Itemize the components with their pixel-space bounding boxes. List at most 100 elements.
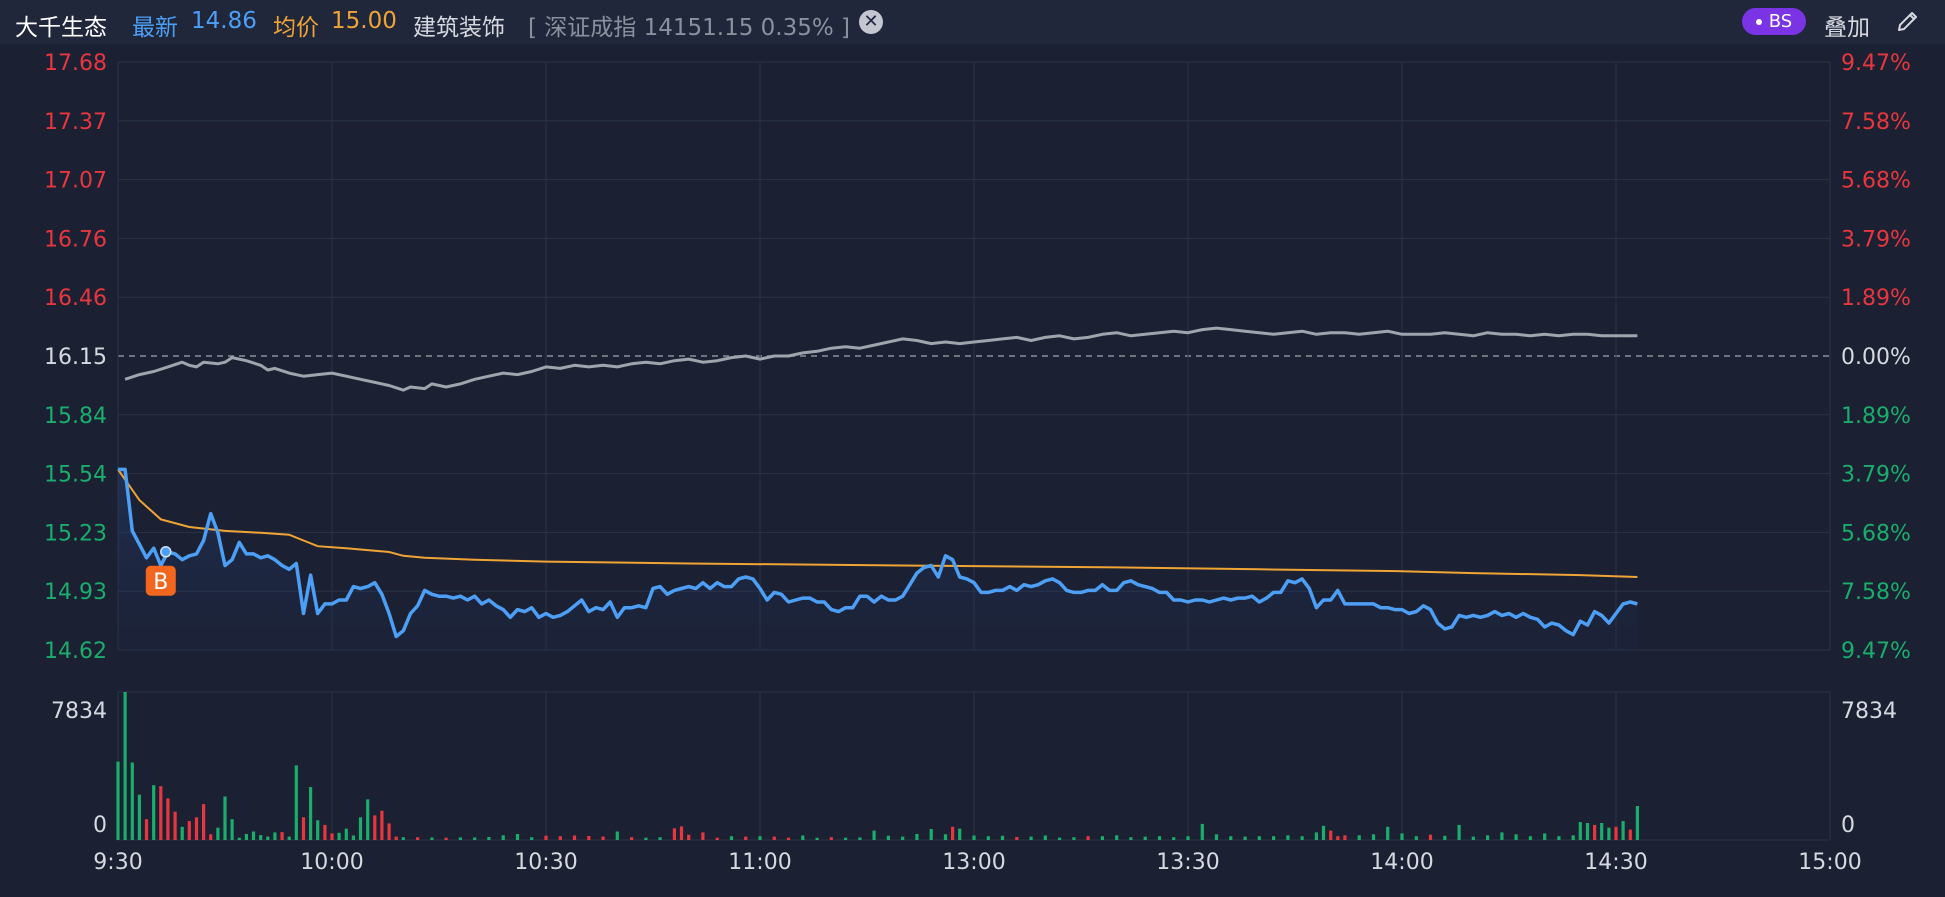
volume-bar	[287, 836, 291, 840]
buy-signal-dot	[160, 546, 172, 558]
volume-bar	[1157, 836, 1162, 840]
pencil-icon[interactable]	[1893, 8, 1921, 36]
volume-bar	[630, 837, 634, 840]
price-tick-label: 14.93	[44, 580, 107, 605]
volume-bar	[1243, 836, 1247, 840]
volume-bar	[1336, 836, 1340, 840]
volume-bar	[729, 836, 734, 840]
price-tick-label: 17.07	[44, 169, 107, 194]
volume-bar	[152, 785, 156, 840]
volume-bar	[487, 837, 491, 840]
volume-bar	[273, 832, 277, 840]
volume-bar	[316, 820, 320, 840]
volume-bar	[858, 837, 862, 840]
volume-bar	[829, 837, 833, 840]
volume-bar	[872, 830, 876, 840]
price-tick-label: 15.23	[44, 521, 107, 546]
volume-bar	[194, 817, 199, 840]
pct-tick-label: 3.79%	[1841, 463, 1911, 488]
volume-bar	[1100, 836, 1104, 840]
close-icon[interactable]: ✕	[859, 10, 883, 34]
volume-bar	[444, 837, 448, 840]
price-tick-label: 16.46	[44, 286, 107, 311]
volume-max-label: 7834	[1841, 699, 1897, 724]
volume-bar	[958, 828, 962, 840]
volume-bar	[1029, 836, 1033, 840]
volume-bar	[901, 836, 905, 840]
volume-zero-label: 0	[1841, 813, 1855, 838]
volume-bar	[1600, 823, 1604, 840]
volume-bar	[530, 837, 534, 840]
volume-bar	[1443, 835, 1447, 840]
volume-bar	[943, 834, 948, 840]
volume-bar	[1628, 829, 1632, 840]
volume-bar	[1272, 836, 1276, 840]
overlay-index-info: [ 深证成指 14151.15 0.35% ]	[528, 15, 850, 41]
volume-bar	[166, 798, 170, 840]
volume-bar	[1571, 835, 1575, 840]
volume-bar	[701, 832, 705, 840]
volume-bar	[1058, 837, 1062, 840]
volume-bar	[351, 835, 355, 840]
volume-bar	[1229, 836, 1233, 840]
bs-toggle-button[interactable]: BS	[1742, 8, 1806, 35]
volume-bar	[301, 817, 306, 840]
volume-bar	[187, 821, 191, 840]
volume-bar	[1607, 827, 1611, 840]
pct-tick-label: 0.00%	[1841, 345, 1911, 370]
volume-bar	[366, 799, 370, 840]
price-tick-label: 14.62	[44, 639, 107, 664]
volume-bar	[786, 837, 791, 840]
time-tick-label: 11:00	[728, 850, 791, 875]
volume-bar	[1585, 823, 1590, 840]
volume-bar	[715, 837, 719, 840]
volume-bar	[294, 765, 298, 840]
pct-tick-label: 9.47%	[1841, 639, 1911, 664]
volume-bar	[1471, 836, 1475, 840]
price-tick-label: 15.84	[44, 404, 107, 429]
volume-bar	[1015, 837, 1019, 840]
price-tick-label: 15.54	[44, 463, 107, 488]
volume-bar	[1635, 806, 1639, 840]
time-tick-label: 13:30	[1156, 850, 1219, 875]
volume-bar	[159, 786, 163, 840]
bs-dot-icon	[1755, 18, 1762, 25]
volume-bar	[323, 824, 327, 840]
volume-bar	[915, 834, 919, 840]
pct-tick-label: 1.89%	[1841, 404, 1911, 429]
volume-bar	[1186, 836, 1190, 840]
volume-bar	[501, 835, 505, 840]
volume-bar	[394, 836, 398, 840]
volume-bar	[1343, 835, 1347, 840]
volume-bar	[1371, 834, 1376, 840]
buy-signal-label: B	[153, 570, 168, 595]
pct-tick-label: 9.47%	[1841, 51, 1911, 76]
volume-bar	[116, 761, 120, 840]
overlay-button[interactable]: 叠加	[1824, 15, 1870, 41]
volume-zero-label: 0	[93, 813, 107, 838]
volume-bar	[373, 815, 377, 840]
volume-bar	[772, 836, 776, 840]
pct-tick-label: 3.79%	[1841, 227, 1911, 252]
volume-bar	[330, 833, 334, 840]
volume-bar	[337, 832, 341, 840]
sector-link[interactable]: 建筑装饰	[413, 15, 505, 41]
volume-bar	[202, 804, 206, 840]
volume-bar	[473, 837, 477, 840]
pct-tick-label: 7.58%	[1841, 110, 1911, 135]
volume-bar	[1457, 824, 1461, 840]
volume-bar	[1143, 836, 1147, 840]
volume-bar	[815, 837, 819, 840]
volume-bar	[1257, 836, 1261, 840]
volume-bar	[1314, 832, 1318, 840]
volume-bar	[615, 831, 619, 840]
price-tick-label: 16.15	[44, 345, 107, 370]
price-tick-label: 16.76	[44, 227, 107, 252]
volume-bar	[1043, 835, 1047, 840]
volume-bar	[401, 837, 405, 840]
stock-name[interactable]: 大千生态	[15, 15, 107, 41]
volume-bar	[1300, 836, 1304, 840]
volume-bar	[430, 837, 434, 840]
volume-bar	[929, 829, 933, 840]
